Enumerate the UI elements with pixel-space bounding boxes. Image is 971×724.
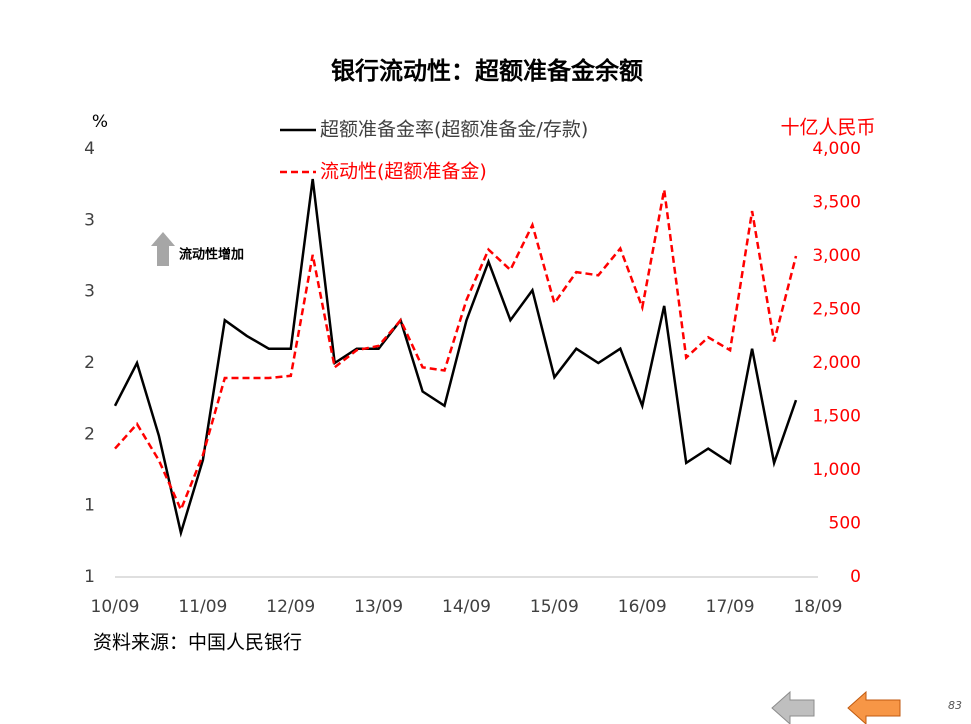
y2-tick-label: 2,500 xyxy=(812,300,861,320)
x-tick-label: 12/09 xyxy=(266,597,315,617)
annotation: 流动性增加 xyxy=(151,232,244,266)
chart-title: 银行流动性：超额准备金余额 xyxy=(331,57,643,85)
back-button[interactable] xyxy=(847,690,901,724)
legend-label: 超额准备金率(超额准备金/存款) xyxy=(320,119,588,141)
legend-label: 流动性(超额准备金) xyxy=(320,161,487,183)
y2-tick-label: 1,500 xyxy=(812,407,861,427)
y2-tick-label: 3,500 xyxy=(812,193,861,213)
x-tick-label: 18/09 xyxy=(794,597,843,617)
x-tick-label: 11/09 xyxy=(178,597,227,617)
y-axis-unit: % xyxy=(92,112,108,132)
source: 资料来源：中国人民银行 xyxy=(93,632,302,654)
x-tick-label: 17/09 xyxy=(706,597,755,617)
y-tick-label: 4 xyxy=(84,139,95,159)
y-tick-label: 1 xyxy=(84,496,95,516)
y2-tick-label: 500 xyxy=(829,514,861,534)
y-tick-label: 1 xyxy=(84,567,95,587)
y2-tick-label: 3,000 xyxy=(812,246,861,266)
y2-tick-label: 2,000 xyxy=(812,353,861,373)
y-tick-label: 3 xyxy=(84,282,95,302)
x-tick-label: 16/09 xyxy=(618,597,667,617)
up-arrow xyxy=(151,232,175,266)
y-tick-label: 3 xyxy=(84,210,95,230)
page-number: 83 xyxy=(948,699,962,712)
annotation-text: 流动性增加 xyxy=(179,247,244,263)
y-tick-label: 2 xyxy=(84,353,95,373)
series-line xyxy=(113,178,798,538)
plot: 1 1 2 2 3 3 4 0 500 1,000 1,500 2,000 2,500 3,000 3,50… xyxy=(84,119,861,618)
y2-tick-label: 1,000 xyxy=(812,460,861,480)
x-tick-label: 15/09 xyxy=(530,597,579,617)
y2-axis-unit: 十亿人民币 xyxy=(780,117,875,139)
y2-tick-label: 4,000 xyxy=(812,139,861,159)
y-tick-label: 2 xyxy=(84,424,95,444)
series-line xyxy=(114,189,798,513)
y2-tick-label: 0 xyxy=(850,567,861,587)
prev-button[interactable] xyxy=(771,690,815,724)
x-tick-label: 10/09 xyxy=(91,597,140,617)
x-tick-label: 14/09 xyxy=(442,597,491,617)
x-tick-label: 13/09 xyxy=(354,597,403,617)
